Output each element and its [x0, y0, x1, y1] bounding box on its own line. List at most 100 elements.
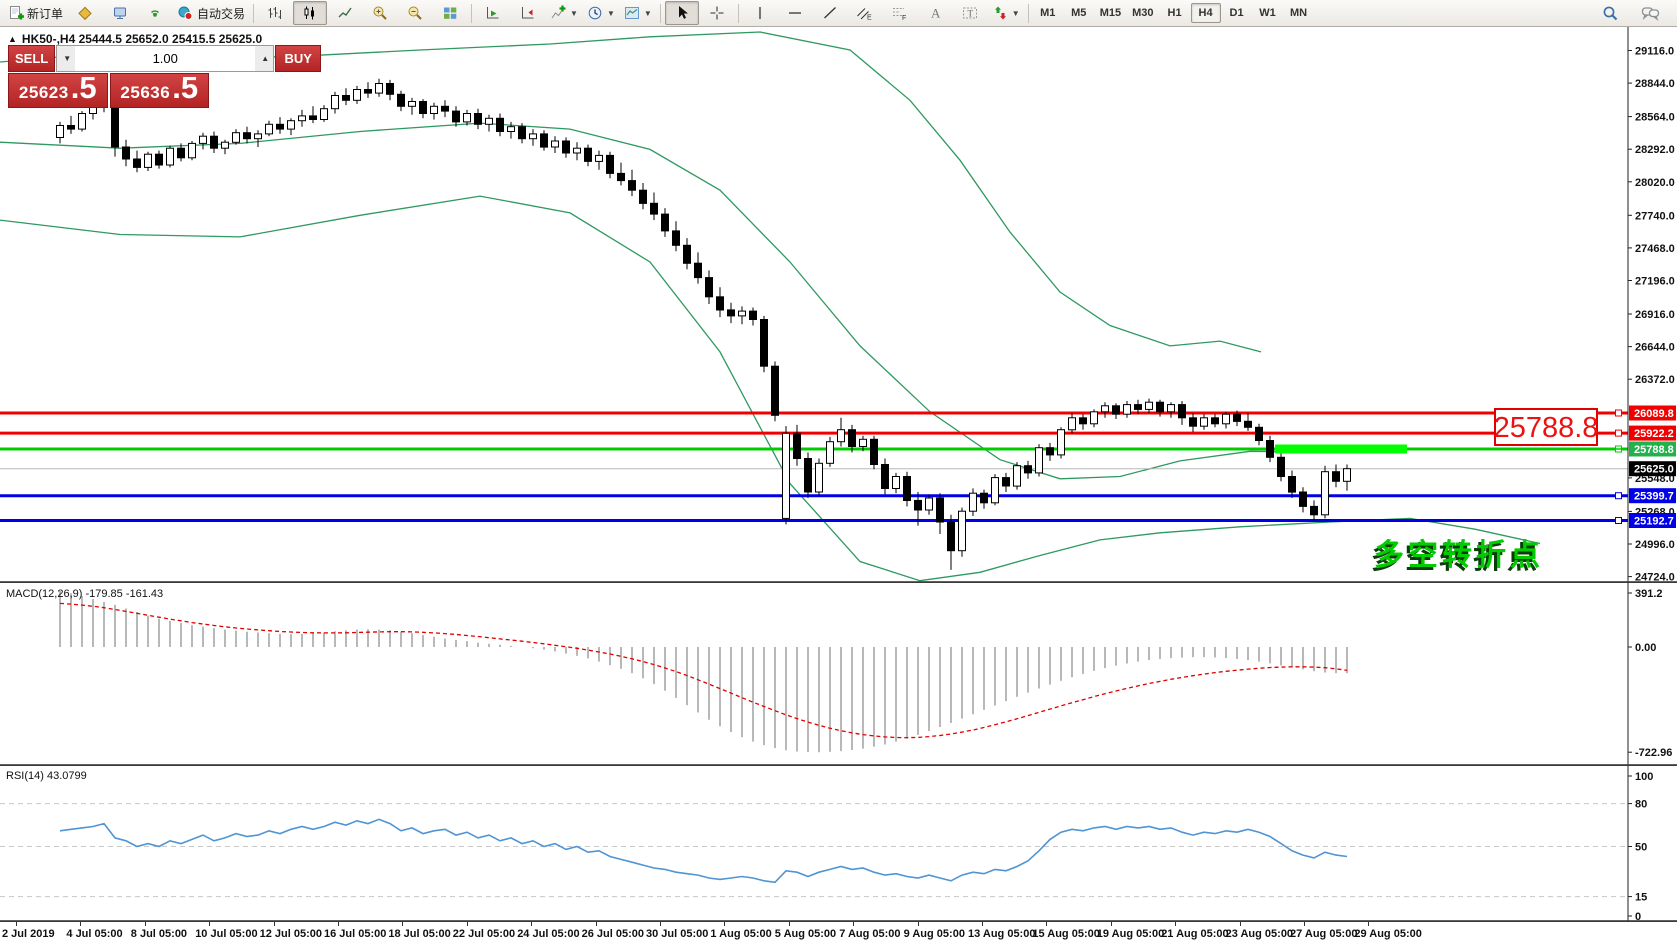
time-tick: [16, 922, 17, 926]
panel-separator[interactable]: [0, 764, 1677, 766]
candle: [529, 133, 537, 140]
svg-text:E: E: [867, 15, 872, 22]
periods-button[interactable]: ▼: [583, 1, 619, 25]
tile-windows-icon: [444, 7, 457, 19]
rsi-tick-label: 0: [1635, 911, 1641, 922]
timeframe-mn[interactable]: MN: [1284, 3, 1314, 23]
main-chart[interactable]: 25788.8多空转折点多空转折点29116.028844.028564.028…: [0, 27, 1677, 583]
auto-scroll-button[interactable]: [476, 1, 510, 25]
candlestick-chart-button[interactable]: [293, 1, 328, 25]
time-tick: [273, 922, 275, 926]
timeframe-h4[interactable]: H4: [1190, 3, 1221, 23]
line-anchor-square[interactable]: [1615, 429, 1622, 437]
candle: [386, 83, 394, 95]
macd-panel[interactable]: MACD(12,26,9) -179.85 -161.43 391.2 0.00 -7…: [0, 583, 1677, 766]
chart-shift-button[interactable]: [511, 1, 545, 25]
time-tick-label: 13 Aug 05:00: [968, 928, 1036, 940]
candle: [925, 497, 933, 511]
toolbar-separator: [659, 3, 661, 23]
candle: [1167, 404, 1175, 413]
auto-trading-button[interactable]: 自动交易: [173, 1, 249, 25]
collapse-triangle-icon[interactable]: ▲: [8, 34, 17, 44]
timeframe-h1[interactable]: H1: [1160, 3, 1190, 23]
trendline-button[interactable]: [813, 1, 847, 25]
crosshair-button[interactable]: [700, 1, 734, 25]
time-tick-label: 26 Jul 05:00: [581, 928, 644, 940]
profile-button[interactable]: [103, 1, 137, 25]
candle: [177, 147, 185, 159]
arrows-button[interactable]: ▼: [988, 1, 1024, 25]
timeframe-m1[interactable]: M1: [1033, 3, 1063, 23]
volume-increase-button[interactable]: ▲: [255, 46, 274, 71]
candle: [287, 120, 295, 130]
big-price-label-box[interactable]: [1494, 408, 1598, 446]
rsi-panel[interactable]: RSI(14) 43.0799 100 80 50 15 0: [0, 766, 1677, 922]
price-tick-label: 28020.0: [1635, 177, 1675, 189]
cursor-icon: [678, 6, 688, 19]
timeframe-m15[interactable]: M15: [1095, 3, 1126, 23]
candle: [1178, 404, 1186, 419]
price-axis[interactable]: 29116.0 28844.0 28564.0 28292.0 28020.0 27740…: [1628, 46, 1676, 584]
sell-price-button[interactable]: 25623 .5: [8, 72, 108, 108]
timeframe-w1[interactable]: W1: [1253, 3, 1283, 23]
fibonacci-button[interactable]: F: [883, 1, 917, 25]
time-tick: [724, 922, 726, 926]
time-tick: [788, 922, 790, 926]
candle: [804, 458, 812, 493]
candle: [353, 89, 361, 101]
candle: [1013, 465, 1021, 487]
cursor-button[interactable]: [664, 1, 699, 25]
candle: [188, 142, 196, 159]
time-tick: [1175, 922, 1177, 926]
text-button[interactable]: A: [918, 1, 952, 25]
sell-button[interactable]: SELL: [8, 45, 56, 72]
zoom-out-icon: [408, 6, 422, 20]
zoom-in-button[interactable]: [363, 1, 397, 25]
volume-input[interactable]: [75, 46, 256, 71]
signal-button[interactable]: [138, 1, 172, 25]
candle: [144, 153, 152, 168]
indicators-button[interactable]: ▼: [546, 1, 582, 25]
line-anchor-square[interactable]: [1615, 517, 1622, 524]
time-tick-label: 15 Aug 05:00: [1032, 928, 1100, 940]
line-anchor-square[interactable]: [1615, 492, 1622, 500]
candle: [309, 115, 317, 121]
chart-window-button[interactable]: [68, 1, 102, 25]
candle: [705, 277, 713, 298]
tile-windows-button[interactable]: [433, 1, 467, 25]
chat-button[interactable]: [1633, 1, 1667, 25]
panel-separator[interactable]: [0, 581, 1677, 583]
candle: [342, 95, 350, 101]
candle: [463, 113, 471, 123]
turning-point-annotation[interactable]: 多空转折点: [1374, 539, 1544, 572]
highlight-segment[interactable]: [1275, 444, 1407, 454]
line-chart-button[interactable]: [328, 1, 362, 25]
time-axis[interactable]: 2 Jul 2019 4 Jul 05:00 8 Jul 05:00 10 Jul 0…: [0, 922, 1677, 947]
candle: [1145, 401, 1153, 410]
templates-button[interactable]: ▼: [620, 1, 656, 25]
time-tick: [917, 922, 919, 926]
panel-separator[interactable]: [0, 920, 1677, 922]
price-chip: [1629, 425, 1676, 441]
equidistant-channel-button[interactable]: E: [848, 1, 882, 25]
horizontal-line-icon: [788, 12, 801, 14]
time-tick: [1304, 922, 1305, 926]
vertical-line-button[interactable]: [743, 1, 777, 25]
buy-button[interactable]: BUY: [275, 45, 322, 72]
new-order-button[interactable]: 新订单: [4, 1, 67, 25]
line-anchor-square[interactable]: [1615, 409, 1622, 417]
signal-icon: [151, 10, 160, 17]
search-button[interactable]: [1593, 1, 1627, 25]
timeframe-m5[interactable]: M5: [1064, 3, 1094, 23]
buy-price-button[interactable]: 25636 .5: [109, 72, 209, 108]
horizontal-line-button[interactable]: [778, 1, 812, 25]
zoom-out-button[interactable]: [398, 1, 432, 25]
text-label-button[interactable]: T: [953, 1, 987, 25]
timeframe-m30[interactable]: M30: [1127, 3, 1158, 23]
timeframe-d1[interactable]: D1: [1222, 3, 1252, 23]
candle: [199, 135, 207, 144]
bar-chart-button[interactable]: [258, 1, 292, 25]
time-tick-label: 10 Jul 05:00: [195, 928, 258, 940]
volume-decrease-button[interactable]: ▼: [57, 46, 76, 71]
time-tick: [982, 922, 983, 926]
